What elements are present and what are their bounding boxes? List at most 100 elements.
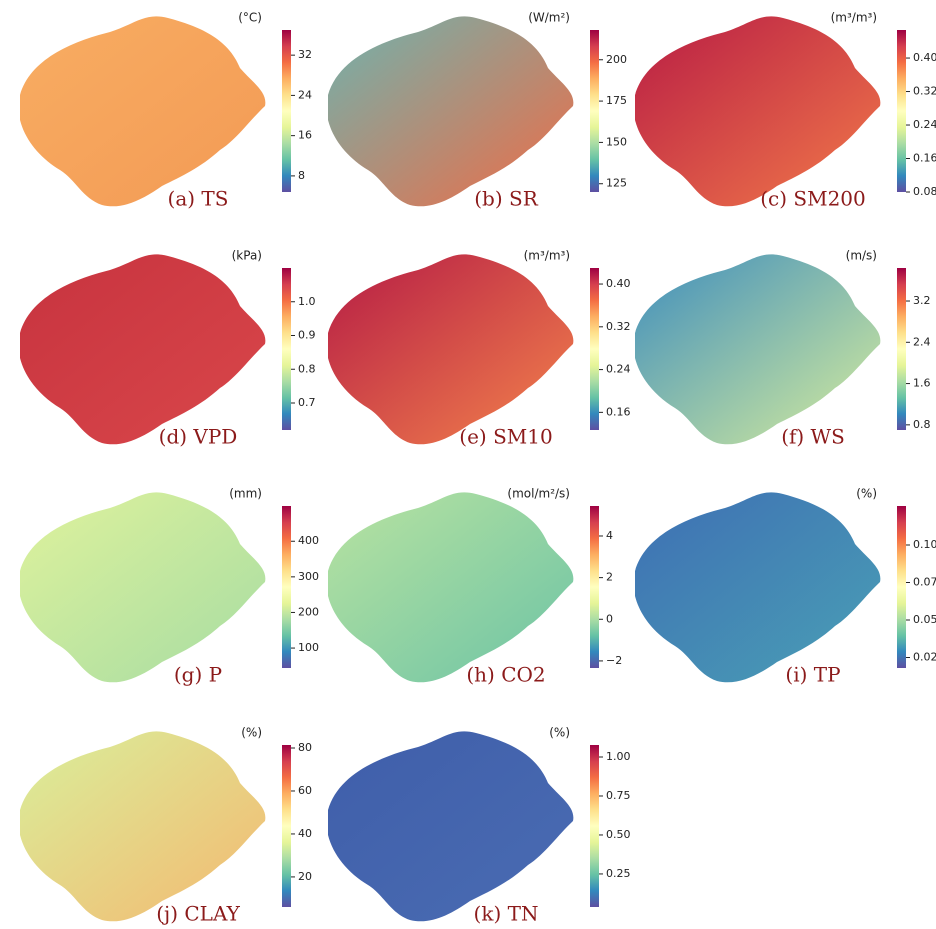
map [635, 16, 881, 207]
colorbar-tick-label: 1.0 [298, 295, 316, 308]
unit-label: (%) [856, 487, 877, 501]
colorbar-tick-label: 0.7 [298, 396, 316, 409]
colorbar-tick-label: 2.4 [913, 335, 931, 348]
colorbar-tick-label: 80 [298, 741, 312, 754]
colorbar-tick-label: 0.075 [913, 576, 936, 589]
panel-caption: (b) SR [474, 187, 538, 211]
colorbar [897, 506, 906, 668]
colorbar [897, 30, 906, 192]
colorbar-tick-label: 300 [298, 570, 319, 583]
panel: (°C) (a) TS 8 16 24 32 [20, 11, 312, 211]
map [20, 16, 266, 207]
unit-label: (m³/m³) [831, 11, 877, 25]
unit-label: (%) [549, 726, 570, 740]
colorbar-tick-label: 20 [298, 870, 312, 883]
colorbar-tick-label: 40 [298, 827, 312, 840]
colorbar-tick-label: 60 [298, 784, 312, 797]
colorbar-tick-label: 0.16 [606, 405, 631, 418]
colorbar-tick-label: 0.50 [606, 828, 631, 841]
colorbar-tick-label: 0.100 [913, 538, 936, 551]
colorbar-tick-label: 0 [606, 612, 613, 625]
colorbar-tick-label: 125 [606, 177, 627, 190]
colorbar-tick-label: 32 [298, 48, 312, 61]
colorbar-tick-label: 0.16 [913, 152, 936, 165]
colorbar-tick-label: 0.32 [606, 320, 631, 333]
unit-label: (m³/m³) [524, 249, 570, 263]
colorbar-tick-label: 0.24 [913, 118, 936, 131]
panel-caption: (i) TP [785, 663, 840, 687]
panel-caption: (g) P [174, 663, 222, 687]
colorbar-tick-label: 1.6 [913, 377, 931, 390]
panel: (mm) (g) P 100 200 300 400 [20, 487, 319, 687]
map [635, 492, 881, 683]
colorbar-tick-label: 24 [298, 88, 312, 101]
panel-caption: (d) VPD [159, 425, 238, 449]
colorbar [590, 745, 599, 907]
colorbar-tick-label: 0.75 [606, 789, 631, 802]
colorbar-tick-label: 2 [606, 571, 613, 584]
map [328, 16, 574, 207]
panel-caption: (f) WS [781, 425, 845, 449]
map [20, 492, 266, 683]
panel: (kPa) (d) VPD 0.7 0.8 0.9 1.0 [20, 249, 316, 449]
colorbar-tick-label: 8 [298, 169, 305, 182]
panel-caption: (e) SM10 [459, 425, 552, 449]
colorbar [590, 268, 599, 430]
panel-caption: (c) SM200 [760, 187, 866, 211]
map [328, 731, 574, 922]
colorbar-tick-label: 200 [606, 53, 627, 66]
unit-label: (m/s) [846, 249, 877, 263]
colorbar-tick-label: 0.050 [913, 613, 936, 626]
unit-label: (kPa) [232, 249, 262, 263]
colorbar [282, 268, 291, 430]
colorbar [590, 30, 599, 192]
map [20, 254, 266, 445]
panel: (%) (k) TN 0.25 0.50 0.75 1.00 [328, 726, 631, 926]
panel-caption: (j) CLAY [156, 902, 240, 926]
colorbar-tick-label: 16 [298, 129, 312, 142]
colorbar-tick-label: 0.8 [913, 418, 931, 431]
panel-caption: (k) TN [474, 902, 539, 926]
colorbar-tick-label: 0.9 [298, 329, 316, 342]
panel: (m/s) (f) WS 0.8 1.6 2.4 3.2 [635, 249, 931, 449]
panel: (m³/m³) (e) SM10 0.16 0.24 0.32 0.40 [328, 249, 631, 449]
unit-label: (mm) [229, 487, 262, 501]
colorbar-tick-label: 0.40 [913, 51, 936, 64]
unit-label: (%) [241, 726, 262, 740]
unit-label: (W/m²) [528, 11, 570, 25]
colorbar-tick-label: 400 [298, 534, 319, 547]
panel: (W/m²) (b) SR 125 150 175 200 [328, 11, 627, 211]
colorbar-tick-label: 0.8 [298, 362, 316, 375]
map [635, 254, 881, 445]
panel: (m³/m³) (c) SM200 0.08 0.16 0.24 0.32 0.40 [635, 11, 936, 211]
colorbar-tick-label: 175 [606, 94, 627, 107]
colorbar-tick-label: 200 [298, 605, 319, 618]
colorbar [590, 506, 599, 668]
unit-label: (°C) [238, 11, 262, 25]
colorbar-tick-label: 150 [606, 135, 627, 148]
panel-caption: (h) CO2 [466, 663, 545, 687]
colorbar-tick-label: 100 [298, 641, 319, 654]
colorbar-tick-label: −2 [606, 654, 622, 667]
colorbar-tick-label: 0.24 [606, 363, 631, 376]
colorbar-tick-label: 0.40 [606, 277, 631, 290]
panel: (mol/m²/s) (h) CO2 −2 0 2 4 [328, 487, 622, 687]
map [328, 492, 574, 683]
colorbar-tick-label: 1.00 [606, 750, 631, 763]
colorbar-tick-label: 0.32 [913, 85, 936, 98]
colorbar [282, 506, 291, 668]
unit-label: (mol/m²/s) [507, 487, 570, 501]
colorbar-tick-label: 0.025 [913, 651, 936, 664]
panel: (%) (i) TP 0.025 0.050 0.075 0.100 [635, 487, 936, 687]
colorbar-tick-label: 4 [606, 529, 613, 542]
colorbar-tick-label: 0.25 [606, 867, 631, 880]
colorbar [897, 268, 906, 430]
panel: (%) (j) CLAY 20 40 60 80 [20, 726, 312, 926]
colorbar [282, 745, 291, 907]
map [20, 731, 266, 922]
colorbar [282, 30, 291, 192]
colorbar-tick-label: 0.08 [913, 185, 936, 198]
colorbar-tick-label: 3.2 [913, 294, 931, 307]
panel-caption: (a) TS [168, 187, 229, 211]
